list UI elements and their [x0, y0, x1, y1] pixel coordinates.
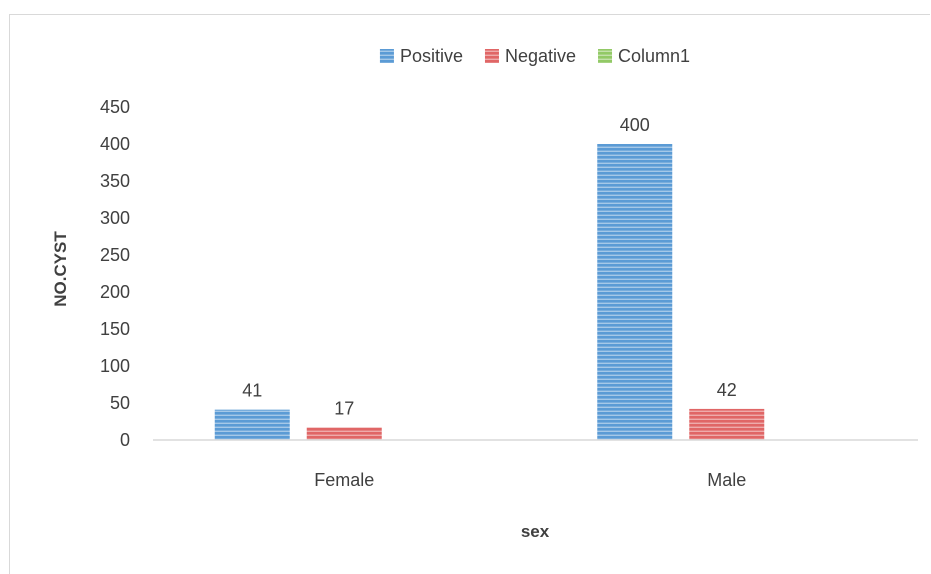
y-tick-label: 400 — [100, 134, 130, 154]
y-tick-label: 350 — [100, 171, 130, 191]
y-tick-label: 150 — [100, 319, 130, 339]
y-tick-label: 300 — [100, 208, 130, 228]
legend-swatch — [484, 49, 499, 63]
data-label: 400 — [620, 115, 650, 135]
x-category-label: Male — [707, 470, 746, 490]
x-axis-title: sex — [521, 522, 550, 541]
legend-swatch — [379, 49, 394, 63]
legend-item-negative: Negative — [484, 46, 576, 66]
legend-swatch — [598, 49, 613, 63]
data-labels: 41 17 400 42 — [242, 115, 737, 418]
data-label: 41 — [242, 381, 262, 401]
y-tick-label: 450 — [100, 97, 130, 117]
bars — [214, 144, 765, 440]
bar-negative-male — [689, 408, 765, 440]
bar-positive-female — [214, 409, 290, 440]
legend: Positive Negative Column1 — [379, 46, 690, 66]
data-label: 17 — [334, 398, 354, 418]
y-axis-ticks: 0 50 100 150 200 250 300 350 400 450 — [100, 97, 130, 450]
y-tick-label: 200 — [100, 282, 130, 302]
legend-label: Positive — [400, 46, 463, 66]
legend-label: Negative — [505, 46, 576, 66]
x-axis-categories: Female Male — [314, 470, 746, 490]
legend-label: Column1 — [618, 46, 690, 66]
y-tick-label: 100 — [100, 356, 130, 376]
y-tick-label: 50 — [110, 393, 130, 413]
y-axis-title: NO.CYST — [51, 231, 70, 307]
bar-positive-male — [597, 144, 673, 440]
legend-item-column1: Column1 — [598, 46, 690, 66]
data-label: 42 — [717, 380, 737, 400]
legend-item-positive: Positive — [379, 46, 463, 66]
y-tick-label: 250 — [100, 245, 130, 265]
x-category-label: Female — [314, 470, 374, 490]
y-tick-label: 0 — [120, 430, 130, 450]
bar-negative-female — [306, 427, 382, 440]
